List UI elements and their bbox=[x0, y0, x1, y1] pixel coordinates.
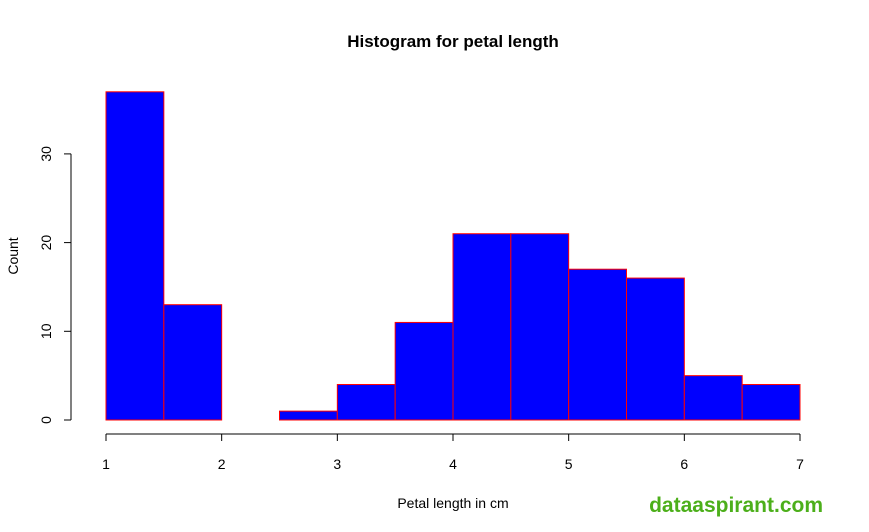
bars-group bbox=[105, 91, 801, 421]
y-tick-label: 20 bbox=[38, 235, 54, 251]
histogram-bar-6 bbox=[452, 233, 512, 421]
histogram-bar-7 bbox=[510, 233, 570, 421]
watermark-text: dataaspirant.com bbox=[649, 494, 823, 517]
x-tick-label: 3 bbox=[333, 456, 341, 472]
histogram-bar-9 bbox=[626, 277, 685, 421]
y-tick-label: 10 bbox=[38, 323, 54, 339]
chart-title: Histogram for petal length bbox=[347, 32, 559, 51]
histogram-bar-11 bbox=[741, 384, 801, 421]
x-tick-label: 5 bbox=[565, 456, 573, 472]
histogram-bar-8 bbox=[568, 268, 628, 421]
y-tick-label: 30 bbox=[38, 146, 54, 162]
histogram-bar-5 bbox=[394, 321, 454, 421]
y-axis: 0 10 20 30 bbox=[38, 146, 72, 424]
y-axis-label: Count bbox=[5, 237, 21, 274]
histogram-bar-10 bbox=[683, 375, 743, 421]
x-axis: 1 2 3 4 5 6 7 bbox=[102, 433, 804, 472]
x-tick-label: 1 bbox=[102, 456, 110, 472]
y-tick-label: 0 bbox=[38, 416, 54, 424]
x-tick-label: 2 bbox=[218, 456, 226, 472]
histogram-bar-3 bbox=[279, 410, 338, 421]
x-tick-label: 6 bbox=[680, 456, 688, 472]
x-axis-label: Petal length in cm bbox=[397, 495, 508, 511]
histogram-bar-1 bbox=[163, 304, 223, 421]
x-tick-label: 4 bbox=[449, 456, 457, 472]
histogram-bar-0 bbox=[105, 91, 165, 421]
histogram-bar-4 bbox=[336, 384, 396, 421]
x-tick-label: 7 bbox=[796, 456, 804, 472]
